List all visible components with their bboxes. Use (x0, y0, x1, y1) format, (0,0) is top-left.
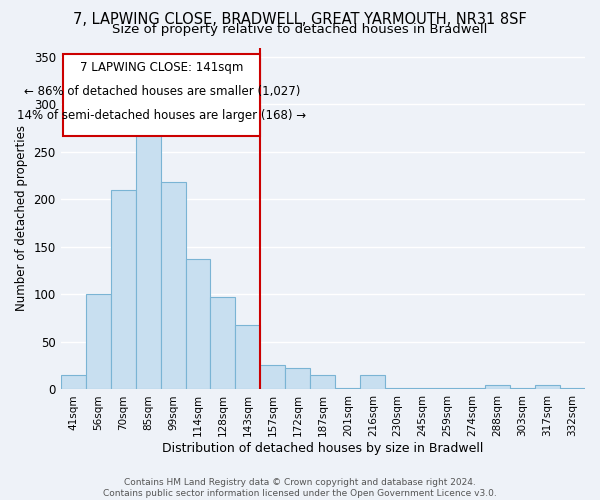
Text: 7 LAPWING CLOSE: 141sqm: 7 LAPWING CLOSE: 141sqm (80, 61, 244, 74)
Bar (535, 384, 560, 390)
Text: ← 86% of detached houses are smaller (1,027): ← 86% of detached houses are smaller (1,… (23, 85, 300, 98)
Bar (185, 260, 211, 390)
Text: Size of property relative to detached houses in Bradwell: Size of property relative to detached ho… (112, 22, 488, 36)
Text: Contains HM Land Registry data © Crown copyright and database right 2024.
Contai: Contains HM Land Registry data © Crown c… (103, 478, 497, 498)
Bar (110, 190, 136, 390)
Y-axis label: Number of detached properties: Number of detached properties (15, 126, 28, 312)
Bar (136, 126, 161, 390)
Bar (435, 388, 460, 390)
Bar (286, 368, 310, 390)
Bar (410, 388, 435, 390)
Bar (61, 375, 86, 390)
Bar (310, 375, 335, 390)
Bar (485, 384, 510, 390)
Bar (335, 388, 360, 390)
Bar (235, 325, 260, 390)
Text: 14% of semi-detached houses are larger (168) →: 14% of semi-detached houses are larger (… (17, 109, 307, 122)
Bar (161, 182, 185, 390)
Text: 7, LAPWING CLOSE, BRADWELL, GREAT YARMOUTH, NR31 8SF: 7, LAPWING CLOSE, BRADWELL, GREAT YARMOU… (73, 12, 527, 28)
X-axis label: Distribution of detached houses by size in Bradwell: Distribution of detached houses by size … (162, 442, 484, 455)
Bar (86, 294, 110, 390)
FancyBboxPatch shape (63, 54, 260, 136)
Bar (260, 365, 286, 390)
Bar (510, 388, 535, 390)
Bar (460, 388, 485, 390)
Bar (360, 375, 385, 390)
Bar (560, 388, 585, 390)
Bar (385, 388, 410, 390)
Bar (211, 298, 235, 390)
